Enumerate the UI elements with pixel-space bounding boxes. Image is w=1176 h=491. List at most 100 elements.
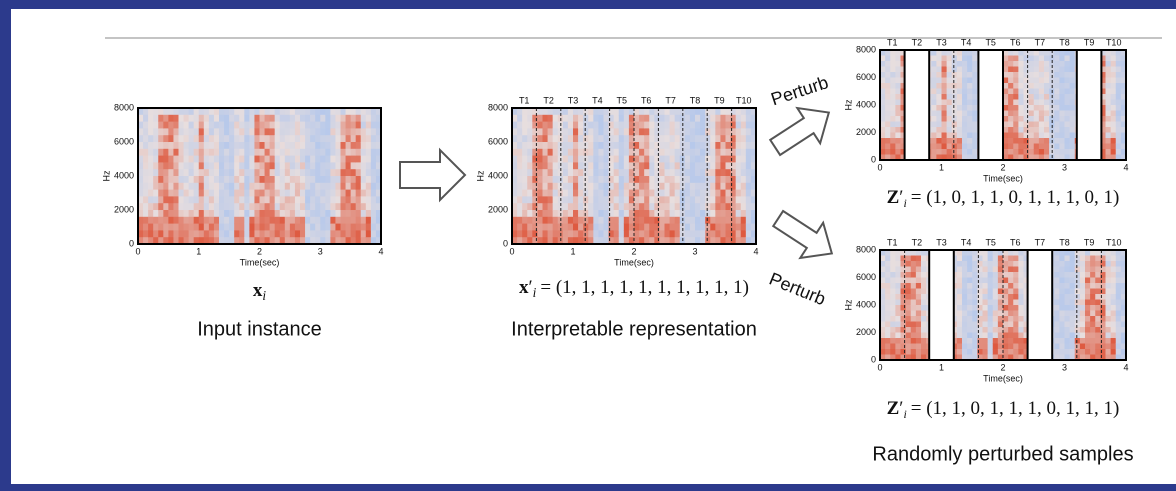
spectrogram-cell	[239, 224, 245, 231]
spectrogram-cell	[158, 224, 164, 231]
spectrogram-cell	[532, 176, 538, 183]
spectrogram-cell	[543, 135, 549, 142]
spectrogram-cell	[962, 338, 968, 344]
spectrogram-cell	[351, 162, 357, 169]
spectrogram-cell	[568, 108, 574, 115]
spectrogram-cell	[194, 122, 200, 129]
spectrogram-cell	[947, 111, 953, 117]
spectrogram-cell	[219, 122, 225, 129]
spectrogram-cell	[670, 210, 676, 217]
spectrogram-cell	[548, 190, 554, 197]
spectrogram-cell	[300, 217, 306, 224]
spectrogram-cell	[260, 190, 266, 197]
x-tick-label: 3	[1062, 162, 1067, 172]
spectrogram-cell	[1116, 89, 1122, 95]
spectrogram-cell	[204, 149, 210, 156]
spectrogram-cell	[295, 149, 301, 156]
spectrogram-cell	[1106, 283, 1112, 289]
spectrogram-cell	[229, 210, 235, 217]
spectrogram-cell	[1106, 305, 1112, 311]
spectrogram-cell	[895, 338, 901, 344]
spectrogram-cell	[158, 156, 164, 163]
spectrogram-cell	[1116, 100, 1122, 106]
spectrogram-cell	[527, 156, 533, 163]
spectrogram-cell	[1039, 67, 1045, 73]
spectrogram-cell	[654, 176, 660, 183]
spectrogram-cell	[983, 349, 989, 355]
spectrogram-cell	[705, 128, 711, 135]
spectrogram-cell	[690, 203, 696, 210]
spectrogram-cell	[371, 176, 377, 183]
spectrogram-cell	[736, 122, 742, 129]
spectrogram-cell	[726, 176, 732, 183]
spectrogram-cell	[665, 203, 671, 210]
spectrogram-cell	[224, 135, 230, 142]
spectrogram-cell	[1024, 83, 1030, 89]
spectrogram-cell	[173, 210, 179, 217]
spectrogram-cell	[214, 108, 220, 115]
spectrogram-cell	[967, 94, 973, 100]
spectrogram-cell	[604, 162, 610, 169]
spectrogram-cell	[290, 224, 296, 231]
spectrogram-cell	[219, 217, 225, 224]
spectrogram-cell	[890, 83, 896, 89]
spectrogram-cell	[285, 224, 291, 231]
spectrogram-cell	[335, 203, 341, 210]
spectrogram-cell	[239, 115, 245, 122]
spectrogram-cell	[224, 156, 230, 163]
spectrogram-cell	[1054, 322, 1060, 328]
spectrogram-cell	[598, 162, 604, 169]
spectrogram-cell	[947, 72, 953, 78]
spectrogram-cell	[234, 108, 240, 115]
spectrogram-cell	[644, 203, 650, 210]
spectrogram-cell	[1013, 61, 1019, 67]
spectrogram-cell	[330, 196, 336, 203]
spectrogram-cell	[275, 115, 281, 122]
spectrogram-cell	[1039, 89, 1045, 95]
spectrogram-cell	[219, 128, 225, 135]
spectrogram-cell	[527, 203, 533, 210]
spectrogram-cell	[700, 230, 706, 237]
spectrogram-cell	[371, 169, 377, 176]
spectrogram-cell	[305, 190, 311, 197]
spectrogram-cell	[952, 122, 958, 128]
spectrogram-cell	[690, 149, 696, 156]
spectrogram-cell	[700, 176, 706, 183]
spectrogram-cell	[1111, 322, 1117, 328]
spectrogram-cell	[265, 115, 271, 122]
spectrogram-cell	[315, 108, 321, 115]
spectrogram-cell	[573, 176, 579, 183]
spectrogram-cell	[649, 156, 655, 163]
spectrogram-cell	[189, 224, 195, 231]
spectrogram-cell	[967, 105, 973, 111]
spectrogram-cell	[351, 128, 357, 135]
segment-label: T7	[665, 95, 676, 105]
spectrogram-cell	[1044, 67, 1050, 73]
spectrogram-cell	[300, 210, 306, 217]
spectrogram-cell	[988, 316, 994, 322]
spectrogram-cell	[972, 116, 978, 122]
spectrogram-cell	[330, 122, 336, 129]
spectrogram-cell	[1090, 322, 1096, 328]
spectrogram-cell	[659, 230, 665, 237]
spectrogram-cell	[659, 149, 665, 156]
spectrogram-cell	[916, 305, 922, 311]
spectrogram-cell	[1065, 316, 1071, 322]
x-tick-label: 3	[1062, 362, 1067, 372]
spectrogram-cell	[1018, 349, 1024, 355]
spectrogram-cell	[583, 115, 589, 122]
spectrogram-cell	[639, 196, 645, 203]
spectrogram-cell	[1075, 283, 1081, 289]
spectrogram-cell	[1106, 133, 1112, 139]
spectrogram-cell	[563, 115, 569, 122]
y-tick-label: 4000	[856, 99, 876, 109]
spectrogram-cell	[1116, 272, 1122, 278]
spectrogram-cell	[1070, 289, 1076, 295]
spectrogram-cell	[890, 349, 896, 355]
spectrogram-cell	[1116, 305, 1122, 311]
spectrogram-cell	[553, 217, 559, 224]
spectrogram-cell	[543, 108, 549, 115]
spectrogram-cell	[1054, 72, 1060, 78]
caption: Interpretable representation	[511, 318, 757, 340]
spectrogram-cell	[1111, 338, 1117, 344]
